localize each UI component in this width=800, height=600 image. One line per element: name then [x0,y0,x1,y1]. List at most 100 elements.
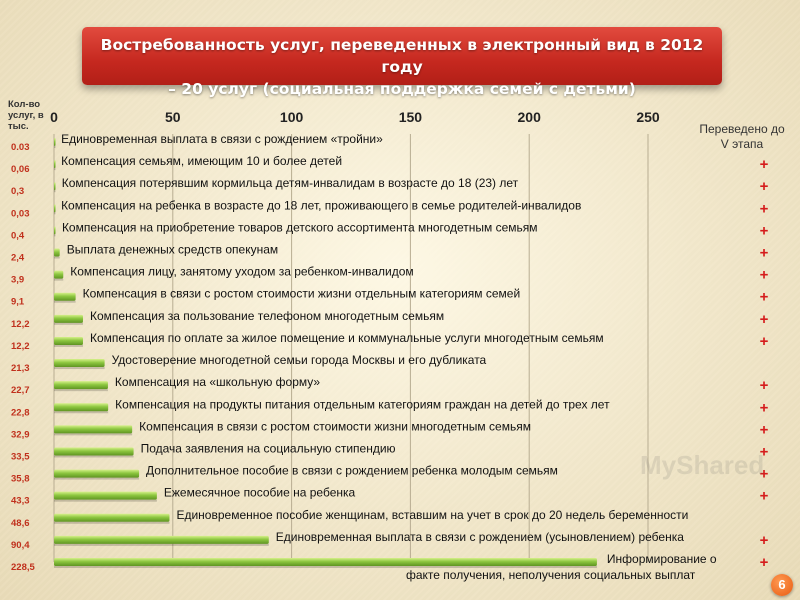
category-label: Информирование о [607,552,717,566]
plus-icon: + [760,245,769,262]
bar-shadow [54,168,56,171]
category-label: Компенсация семьям, имеющим 10 и более д… [61,154,342,168]
value-label: 0,06 [11,164,30,175]
category-labels: Единовременная выплата в связи с рождени… [61,132,717,582]
bar [54,204,56,213]
bar [54,270,64,279]
bar-shadow [54,256,60,259]
bar-shadow [54,411,109,414]
plus-icon: + [760,466,769,483]
plus-icon: + [760,333,769,350]
value-label: 22,8 [11,407,30,418]
x-tick-label: 200 [518,109,542,125]
category-label: Выплата денежных средств опекунам [67,243,278,257]
value-label: 12,2 [11,319,30,330]
value-label: 228,5 [11,562,35,573]
plus-icon: + [760,178,769,195]
bar [54,359,105,368]
category-label: Единовременное пособие женщинам, вставши… [176,508,688,522]
value-label: 2,4 [11,253,25,264]
category-label: Компенсация на продукты питания отдельны… [115,397,610,411]
value-label: 35,8 [11,474,30,485]
value-label: 12,2 [11,341,30,352]
bar [54,314,83,323]
bar [54,226,56,235]
bar-shadow [54,433,133,436]
grid-lines [53,134,649,562]
bar [54,558,597,566]
bar-shadow [54,300,76,303]
plus-icon: + [760,222,769,239]
bar [54,535,269,544]
bar-shadow [54,278,64,281]
bar-shadow [54,543,269,546]
category-label: Компенсация на ребенка в возрасте до 18 … [61,198,581,212]
watermark: MyShared [640,450,765,480]
bar [54,491,157,500]
y-axis-header: Кол-во услуг, в тыс. [8,99,44,132]
transferred-marks: + + + + + + + + + + + + + + + + + [760,156,769,571]
bar [54,248,60,257]
category-label: Компенсация потерявшим кормильца детям-и… [62,176,519,190]
category-label: Дополнительное пособие в связи с рождени… [146,464,558,478]
value-label: 48,6 [11,518,30,529]
transferred-column-header: Переведено до V этапа [699,122,785,151]
x-tick-label: 150 [399,109,423,125]
bars [54,138,597,568]
plus-icon: + [760,421,769,438]
bar-shadow [54,455,134,458]
category-label: Компенсация на приобретение товаров детс… [62,220,538,234]
x-tick-label: 100 [280,109,304,125]
plus-icon: + [760,267,769,284]
value-labels: 0.03 0,06 0,3 0,03 0,4 2,4 3,9 9,1 12,2 12,2 21,3 2… [11,142,35,573]
x-tick-label: 50 [165,109,181,125]
x-tick-label: 0 [50,109,58,125]
plus-icon: + [760,443,769,460]
value-label: 90,4 [11,540,30,551]
bar-shadow [54,344,83,347]
plus-icon: + [760,377,769,394]
category-label: Компенсация в связи с ростом стоимости ж… [83,287,521,301]
category-label: Ежемесячное пособие на ребенка [164,486,356,500]
bar [54,381,108,390]
plus-icon: + [760,311,769,328]
bar [54,403,109,412]
category-label: факте получения, неполучения социальных … [406,568,696,582]
page-number-badge: 6 [771,574,793,596]
bar-shadow [54,322,83,325]
bar-shadow [54,367,105,370]
bar-shadow [54,566,597,568]
plus-icon: + [760,156,769,173]
value-label: 33,5 [11,451,30,462]
value-label: 32,9 [11,429,30,440]
category-label: Компенсация за пользование телефоном мно… [90,309,444,323]
x-tick-labels: 0 50 100 150 200 250 [50,109,660,125]
bar-shadow [54,146,56,148]
plus-icon: + [760,289,769,306]
category-label: Компенсация лицу, занятому уходом за реб… [70,265,413,279]
title-line-1: Востребованность услуг, переведенных в э… [100,36,704,76]
bar [54,425,133,434]
value-label: 0,03 [11,208,30,219]
category-label: Подача заявления на социальную стипендию [141,441,396,455]
bar [54,292,76,301]
bar-shadow [54,499,157,502]
bar-shadow [54,477,140,480]
category-label: Компенсация по оплате за жилое помещение… [90,331,604,345]
category-label: Единовременная выплата в связи с рождени… [276,530,684,544]
value-label: 9,1 [11,297,25,308]
category-label: Компенсация на «школьную форму» [115,375,320,389]
plus-icon: + [760,554,769,571]
value-label: 22,7 [11,385,30,396]
bar-shadow [54,389,108,392]
category-label: Компенсация в связи с ростом стоимости ж… [139,419,531,433]
bar-shadow [54,234,56,237]
value-label: 0,3 [11,186,24,197]
bar [54,160,56,169]
plus-icon: + [760,200,769,217]
plus-icon: + [760,532,769,549]
bar [54,447,134,456]
title-line-2: – 20 услуг (социальная поддержка семей с… [168,80,636,98]
